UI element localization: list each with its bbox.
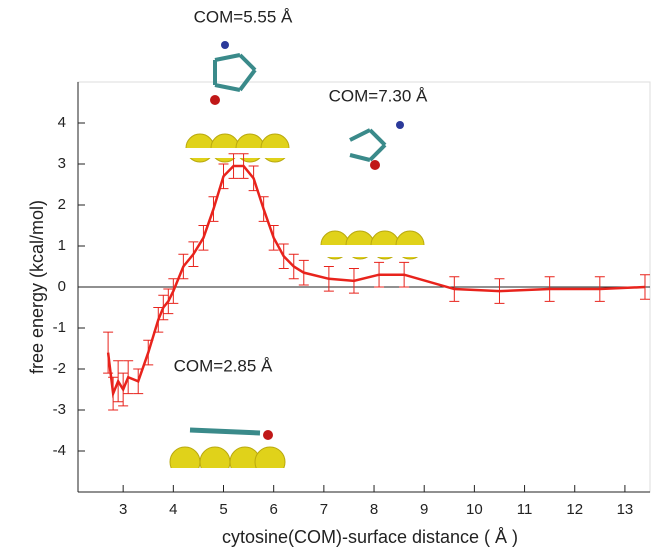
error-bar	[258, 196, 269, 222]
error-bar	[298, 259, 309, 286]
error-bar	[228, 153, 239, 179]
error-bar	[108, 376, 119, 411]
y-tick-label: -2	[53, 360, 66, 377]
error-bar	[238, 153, 249, 179]
x-tick-label: 6	[270, 501, 278, 518]
x-tick-label: 7	[320, 501, 328, 518]
x-tick-label: 4	[169, 501, 177, 518]
y-tick-label: 4	[58, 114, 66, 131]
y-tick-label: -3	[53, 401, 66, 418]
error-bar	[449, 276, 460, 302]
x-tick-label: 10	[466, 501, 483, 518]
error-bar	[113, 360, 124, 403]
error-bar	[198, 225, 209, 251]
y-axis-label: free energy (kcal/mol)	[27, 200, 47, 374]
x-tick-label: 12	[566, 501, 583, 518]
x-tick-label: 13	[617, 501, 634, 518]
y-tick-label: 2	[58, 196, 66, 213]
inset-285	[168, 427, 288, 480]
error-bar	[218, 163, 229, 190]
error-bar	[268, 225, 279, 251]
error-bar	[399, 261, 410, 288]
error-bar	[143, 339, 154, 366]
y-tick-label: 3	[58, 155, 66, 172]
x-tick-label: 9	[420, 501, 428, 518]
inset-730	[320, 121, 425, 260]
x-tick-label: 8	[370, 501, 378, 518]
error-bar	[594, 276, 605, 302]
error-bar	[248, 165, 259, 192]
error-bar	[208, 196, 219, 222]
error-bar	[544, 276, 555, 302]
error-bar	[163, 288, 174, 315]
error-bar	[168, 278, 179, 304]
annotation: COM=2.85 Å	[174, 356, 273, 375]
error-bar	[494, 278, 505, 304]
error-bar	[323, 266, 334, 292]
annotation: COM=5.55 Å	[194, 7, 293, 26]
y-tick-label: -1	[53, 319, 66, 336]
error-bar	[188, 241, 199, 267]
error-bar	[123, 360, 134, 395]
error-bar	[133, 368, 144, 395]
y-tick-label: 0	[58, 278, 66, 295]
x-tick-label: 11	[517, 501, 533, 518]
x-tick-label: 5	[219, 501, 227, 518]
error-bar	[348, 268, 359, 294]
x-axis-label: cytosine(COM)-surface distance ( Å )	[222, 527, 518, 547]
error-bar	[639, 274, 650, 300]
error-bar	[288, 253, 299, 280]
error-bar	[118, 372, 129, 407]
error-bar	[178, 253, 189, 280]
error-bar	[374, 261, 385, 288]
error-bar	[103, 331, 114, 374]
x-tick-label: 3	[119, 501, 127, 518]
inset-555	[185, 41, 295, 163]
error-bar	[153, 307, 164, 333]
y-tick-label: -4	[53, 442, 66, 459]
y-tick-label: 1	[58, 237, 66, 254]
error-bar	[278, 243, 289, 270]
annotation: COM=7.30 Å	[329, 86, 428, 105]
error-bar	[158, 294, 169, 321]
